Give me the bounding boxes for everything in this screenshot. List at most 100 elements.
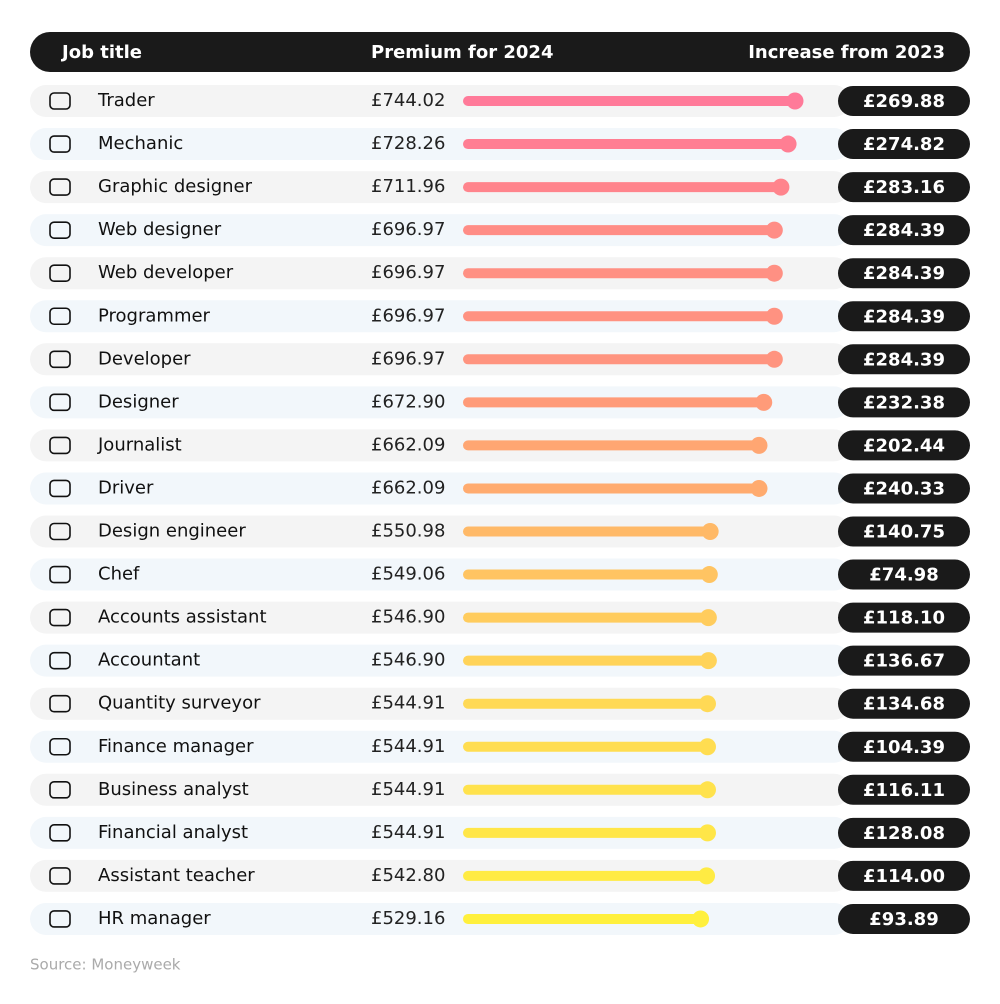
header-increase: Increase from 2023 [748, 42, 945, 63]
premium-dot [699, 652, 717, 670]
job-title: Accounts assistant [98, 607, 267, 628]
job-title: Web designer [98, 219, 222, 240]
job-title: Assistant teacher [98, 865, 255, 886]
row-background [30, 644, 850, 677]
job-title: Trader [97, 90, 155, 111]
increase-label: £232.38 [863, 392, 945, 413]
job-title: Journalist [97, 434, 182, 455]
job-icon [49, 522, 71, 541]
job-title: Graphic designer [98, 176, 253, 197]
increase-pill [838, 86, 970, 116]
increase-label: £118.10 [863, 608, 945, 629]
premium-dot [750, 436, 768, 454]
increase-label: £284.39 [863, 306, 945, 327]
premium-dot [765, 221, 783, 239]
job-icon [49, 135, 71, 153]
job-icon [49, 479, 71, 498]
row-background [30, 902, 850, 935]
premium-label: £546.90 [371, 650, 445, 671]
job-icon [49, 92, 71, 110]
premium-label: £728.26 [371, 133, 445, 154]
premium-label: £744.02 [371, 90, 445, 111]
increase-label: £134.68 [863, 694, 945, 715]
row-background [30, 472, 850, 505]
job-title: Designer [98, 391, 179, 412]
premium-label: £672.90 [371, 391, 445, 412]
job-title: Driver [98, 477, 154, 498]
increase-label: £140.75 [863, 522, 945, 543]
increase-pill [838, 301, 970, 332]
row-background [30, 300, 850, 333]
increase-pill [838, 344, 970, 375]
row-background [30, 386, 850, 419]
premium-dot [699, 609, 717, 627]
increase-label: £202.44 [863, 435, 945, 456]
increase-pill [838, 129, 970, 160]
premium-dot [772, 178, 790, 196]
premium-label: £696.97 [371, 305, 445, 326]
increase-pill [838, 387, 970, 418]
job-title: Developer [98, 348, 191, 369]
increase-pill [838, 559, 970, 590]
increase-label: £74.98 [869, 565, 938, 586]
job-title: Chef [98, 564, 140, 585]
job-icon [49, 264, 71, 283]
header-premium: Premium for 2024 [371, 42, 553, 63]
premium-label: £544.91 [371, 736, 445, 757]
premium-label: £549.06 [371, 564, 445, 585]
increase-pill [838, 860, 970, 891]
row-background [30, 558, 850, 591]
job-icon [49, 565, 71, 584]
job-icon [49, 221, 71, 239]
premium-dot [786, 92, 804, 110]
increase-pill [838, 645, 970, 676]
job-title: Mechanic [98, 133, 183, 154]
job-title: Financial analyst [98, 822, 248, 843]
job-icon [49, 737, 71, 756]
row-background [30, 773, 850, 806]
increase-pill [838, 688, 970, 719]
premium-label: £544.91 [371, 779, 445, 800]
increase-pill [838, 903, 970, 934]
premium-label: £711.96 [371, 176, 445, 197]
header-job-title: Job title [60, 42, 142, 63]
increase-pill [838, 516, 970, 547]
job-title: Design engineer [98, 521, 246, 542]
increase-pill [838, 774, 970, 805]
job-title: Programmer [98, 305, 211, 326]
increase-pill [838, 817, 970, 848]
header-bar [30, 32, 970, 72]
premium-dot [700, 566, 718, 584]
row-background [30, 816, 850, 849]
job-icon [49, 824, 71, 842]
increase-pill [838, 731, 970, 762]
job-icon [49, 780, 71, 799]
increase-label: £136.67 [863, 651, 945, 672]
premium-dot [750, 479, 768, 497]
job-title: Finance manager [98, 736, 254, 757]
premium-dot [698, 738, 716, 756]
job-title: HR manager [98, 908, 211, 929]
premium-dot [698, 781, 716, 799]
job-icon [49, 910, 71, 928]
premium-dot [701, 523, 719, 540]
row-background [30, 859, 850, 892]
increase-label: £114.00 [863, 866, 945, 887]
premium-dot [765, 307, 783, 325]
premium-label: £696.97 [371, 219, 445, 240]
premium-dot [698, 695, 716, 713]
row-background [30, 171, 850, 204]
row-background [30, 343, 850, 376]
job-icon [49, 178, 71, 196]
premium-label: £529.16 [371, 908, 445, 929]
premium-dot [692, 910, 710, 928]
increase-label: £116.11 [863, 780, 945, 801]
premium-label: £550.98 [371, 521, 445, 542]
job-icon [49, 867, 71, 885]
premium-label: £544.91 [371, 693, 445, 714]
premium-dot [755, 393, 773, 411]
job-title: Quantity surveyor [98, 693, 261, 714]
row-background [30, 601, 850, 634]
